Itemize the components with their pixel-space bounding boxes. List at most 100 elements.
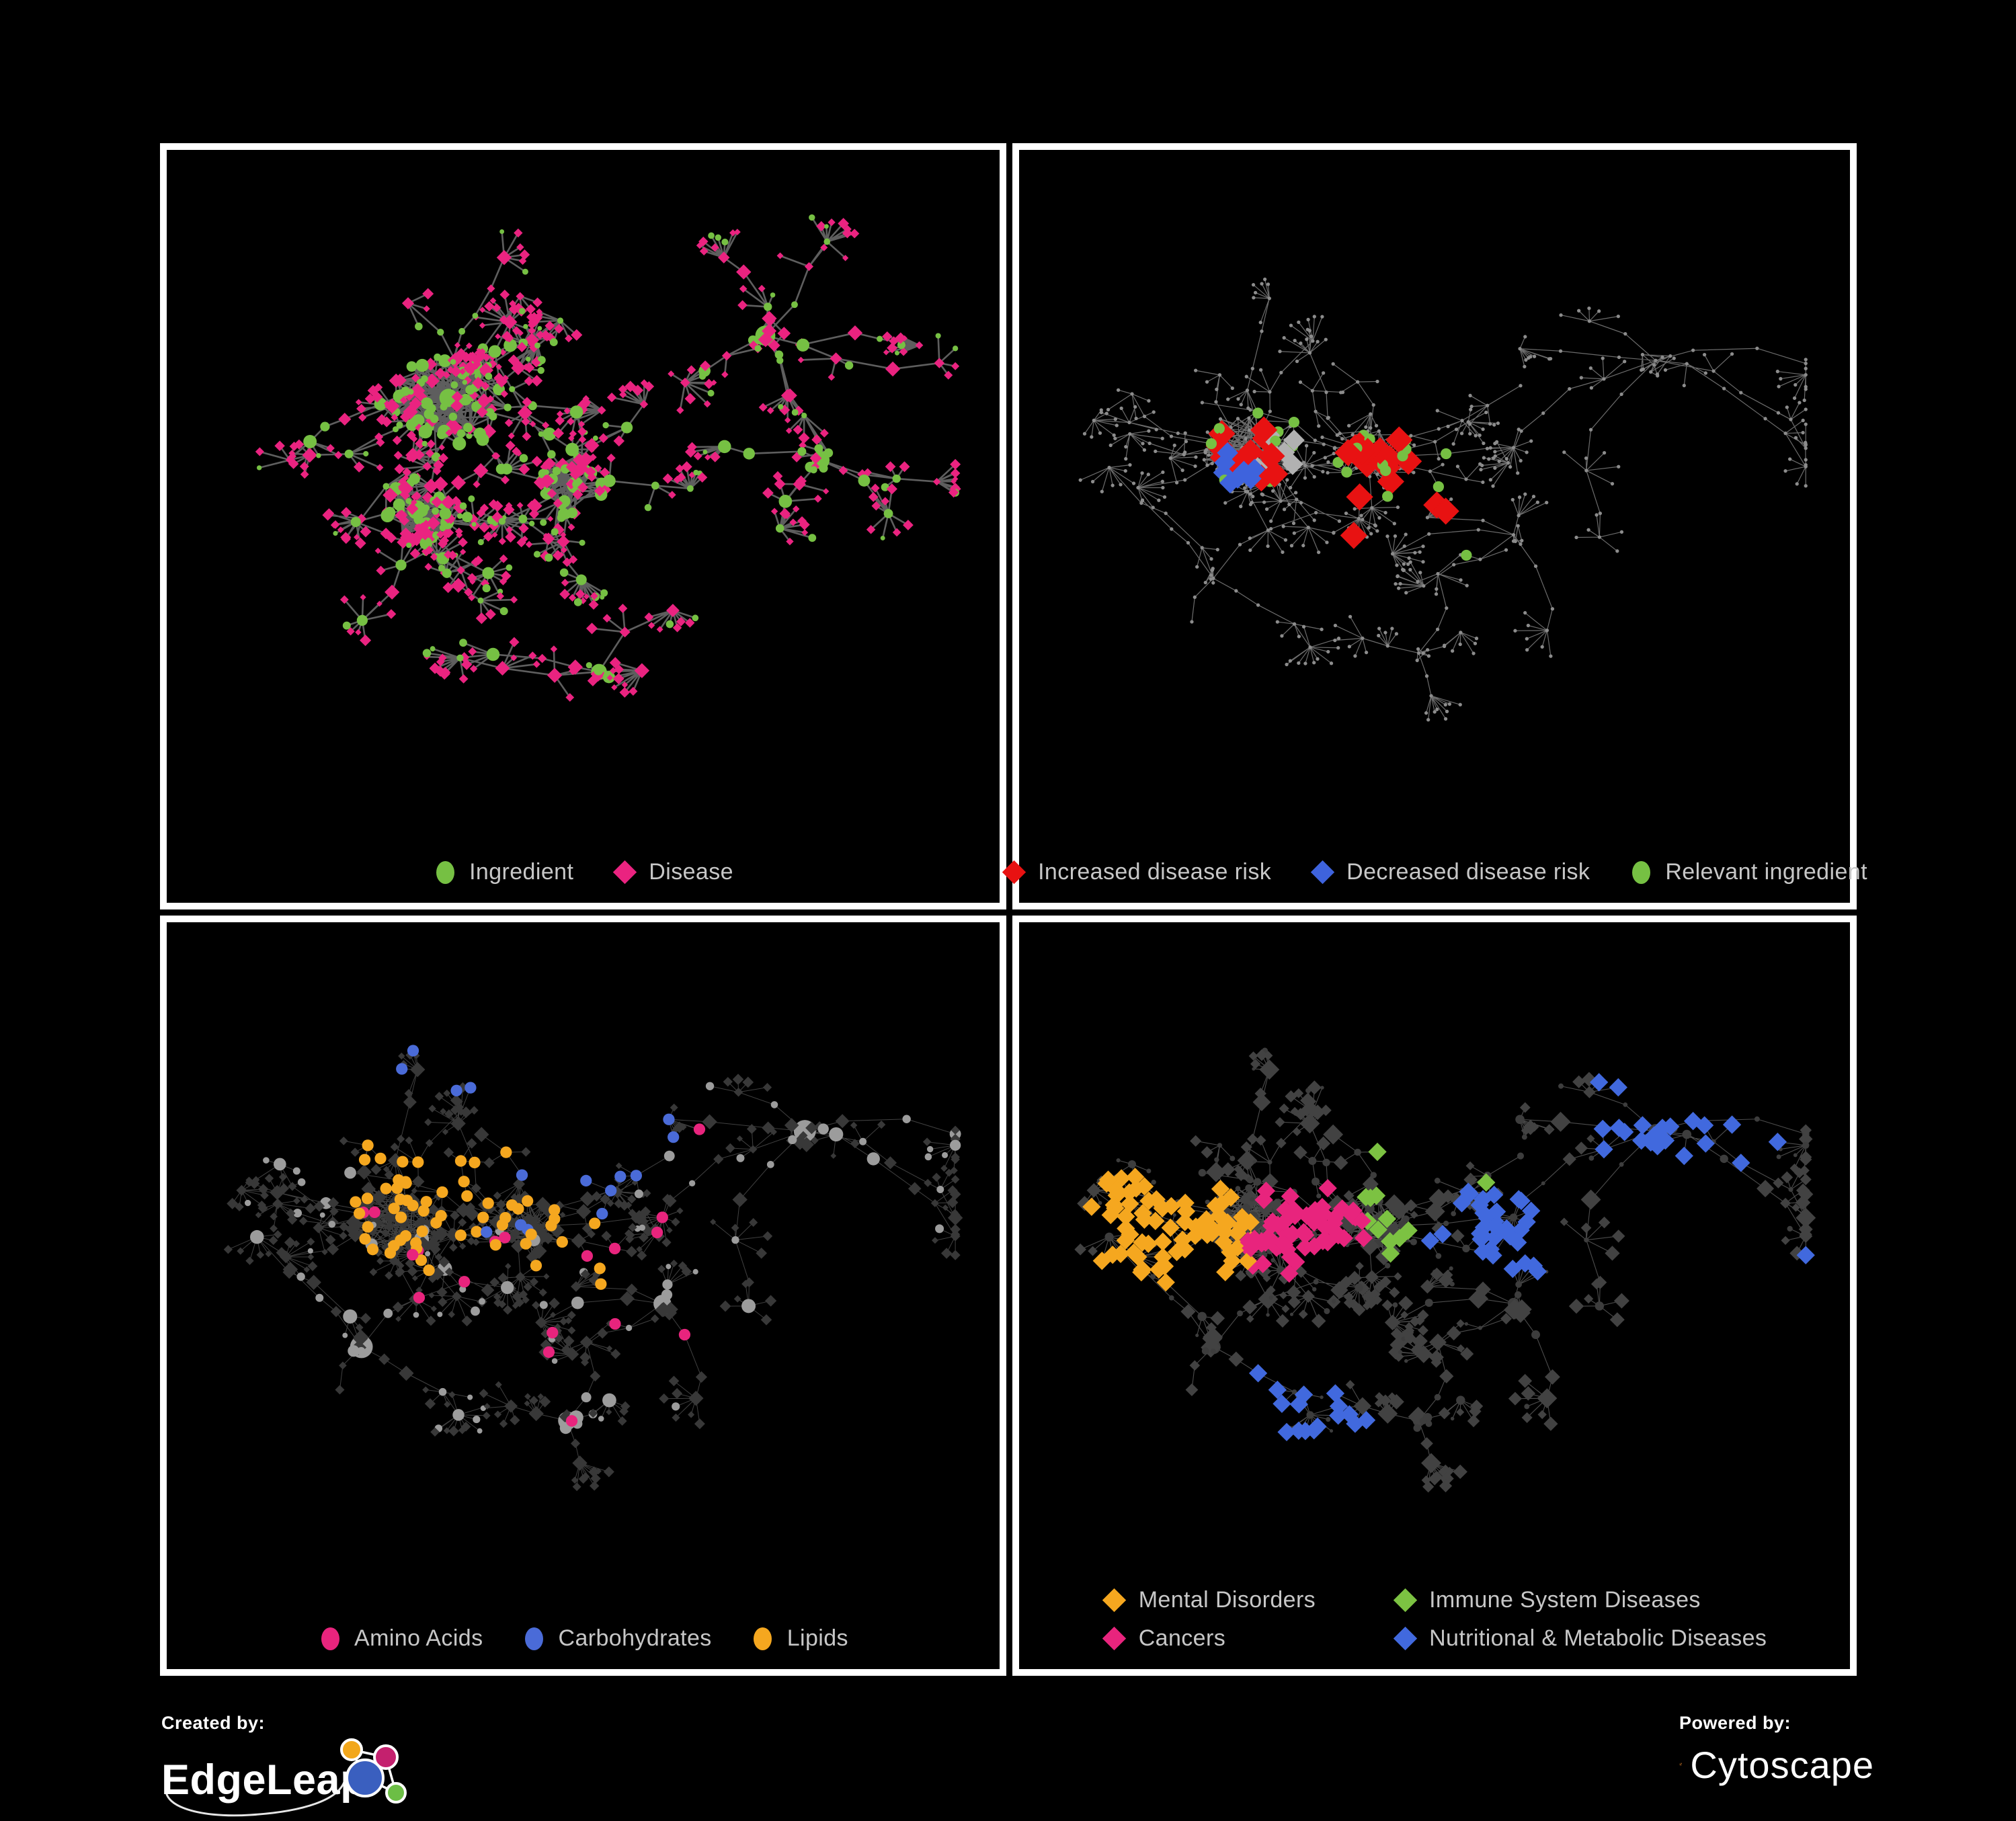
graph-node — [463, 423, 473, 432]
graph-node — [761, 1314, 772, 1326]
edgeleap-node-green — [387, 1783, 405, 1802]
graph-node — [1642, 368, 1645, 371]
graph-node — [1385, 1315, 1400, 1330]
graph-node — [1091, 480, 1094, 483]
graph-node — [1375, 529, 1379, 532]
graph-node — [1481, 481, 1484, 484]
graph-node-highlight — [614, 1171, 626, 1182]
graph-node — [573, 1482, 581, 1491]
graph-node — [1424, 711, 1428, 715]
graph-node — [540, 519, 547, 526]
graph-node — [1312, 1313, 1326, 1328]
graph-node — [403, 1095, 417, 1108]
graph-node — [1377, 626, 1381, 630]
graph-node — [1190, 620, 1193, 623]
graph-node — [1133, 405, 1137, 409]
graph-node-highlight — [407, 1045, 419, 1056]
graph-node-highlight — [436, 1186, 448, 1198]
graph-node — [1519, 384, 1522, 387]
graph-node — [1780, 1198, 1791, 1209]
graph-node — [477, 598, 483, 604]
graph-node — [1615, 549, 1619, 553]
graph-node — [442, 569, 452, 578]
graph-node — [538, 431, 545, 437]
graph-node — [421, 375, 428, 382]
graph-node — [1106, 408, 1110, 411]
graph-node — [331, 520, 340, 529]
legend-diamond-marker — [612, 860, 637, 885]
graph-node — [1469, 405, 1473, 408]
graph-node — [1201, 546, 1204, 549]
graph-node — [1482, 442, 1485, 445]
graph-node — [580, 1336, 593, 1348]
graph-node — [1314, 438, 1317, 442]
graph-node — [1480, 464, 1484, 467]
graph-node-highlight — [545, 1219, 557, 1231]
graph-node-highlight — [679, 1329, 690, 1340]
graph-node-highlight — [465, 1082, 476, 1093]
graph-node — [1283, 336, 1286, 339]
graph-node — [1256, 603, 1260, 606]
graph-node — [771, 508, 778, 514]
graph-node — [1260, 282, 1263, 286]
graph-node — [1428, 469, 1432, 473]
graph-node — [797, 339, 809, 352]
graph-node — [397, 1135, 405, 1143]
graph-node — [424, 305, 430, 312]
graph-node — [544, 469, 549, 475]
graph-node — [1425, 1299, 1433, 1307]
graph-node — [935, 1224, 944, 1233]
graph-node — [382, 483, 389, 489]
graph-node — [449, 1243, 458, 1252]
graph-node — [1435, 592, 1438, 596]
graph-node — [1276, 1314, 1289, 1328]
graph-node — [908, 1182, 922, 1195]
graph-node — [616, 1162, 622, 1169]
graph-node — [396, 421, 403, 428]
graph-node — [1551, 607, 1554, 610]
graph-node — [814, 495, 822, 503]
graph-node — [1354, 1149, 1361, 1156]
graph-node — [830, 1153, 836, 1159]
graph-node — [778, 495, 792, 508]
graph-node — [1279, 371, 1283, 374]
graph-node — [1254, 291, 1257, 294]
graph-node — [940, 1165, 947, 1172]
graph-node — [1211, 462, 1214, 465]
graph-node — [1395, 563, 1398, 567]
graph-node — [725, 1143, 735, 1154]
graph-node — [718, 440, 731, 454]
graph-node — [298, 1178, 306, 1186]
graph-node — [1407, 557, 1410, 560]
graph-node-highlight — [522, 1195, 533, 1207]
graph-node — [1320, 628, 1323, 631]
graph-node — [1369, 412, 1372, 415]
graph-node — [454, 342, 460, 348]
graph-node — [360, 594, 366, 600]
graph-node — [1436, 1253, 1442, 1259]
graph-node — [1248, 408, 1252, 411]
graph-node-highlight — [1461, 550, 1471, 561]
graph-node — [1617, 465, 1620, 469]
graph-node — [1295, 360, 1299, 363]
graph-node — [299, 1217, 308, 1225]
graph-node — [344, 1167, 356, 1179]
graph-node — [818, 1123, 829, 1134]
graph-node — [503, 1305, 512, 1314]
graph-node — [1240, 403, 1243, 406]
graph-node — [925, 1154, 932, 1161]
graph-node — [1397, 586, 1400, 590]
graph-node — [580, 1191, 595, 1206]
graph-node — [1469, 408, 1472, 411]
graph-node — [342, 1333, 348, 1338]
graph-node — [457, 430, 466, 438]
graph-node — [1437, 427, 1441, 430]
graph-node — [659, 1393, 669, 1404]
legend-item: Increased disease risk — [1002, 859, 1271, 885]
graph-node — [1511, 498, 1515, 501]
cytoscape-brand-text: Cytoscape — [1690, 1743, 1874, 1787]
graph-node — [1704, 371, 1707, 374]
legend-circle-marker — [433, 860, 457, 885]
